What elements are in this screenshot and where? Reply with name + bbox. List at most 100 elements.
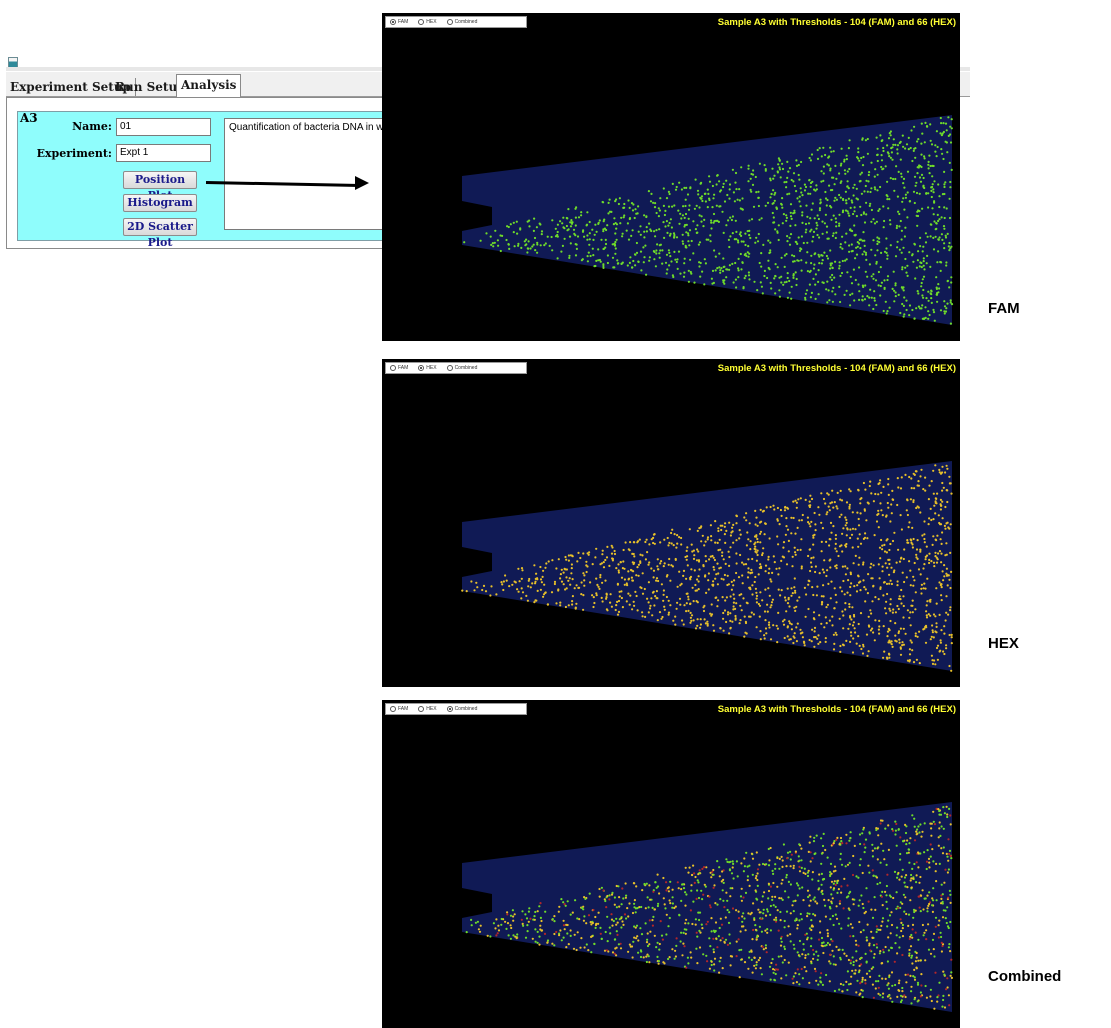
droplet: [915, 830, 918, 833]
droplet: [755, 597, 758, 600]
droplet: [915, 881, 918, 884]
radio-fam[interactable]: FAM: [390, 706, 408, 712]
droplet: [947, 838, 950, 841]
droplet: [943, 227, 946, 230]
droplet: [853, 183, 856, 186]
description-field[interactable]: Quantification of bacteria DNA in w: [224, 118, 384, 230]
droplet: [661, 249, 664, 252]
droplet: [904, 995, 907, 999]
droplet: [786, 625, 789, 628]
droplet: [774, 263, 777, 266]
droplet: [599, 926, 602, 929]
radio-fam[interactable]: FAM: [390, 365, 408, 371]
droplet: [840, 271, 844, 275]
droplet: [810, 565, 813, 568]
droplet: [600, 238, 603, 241]
radio-fam[interactable]: FAM: [390, 19, 408, 25]
droplet: [536, 251, 539, 254]
droplet: [839, 274, 842, 277]
radio-hex[interactable]: HEX: [418, 365, 437, 371]
droplet: [779, 508, 782, 512]
droplet: [915, 266, 919, 269]
droplet: [927, 290, 930, 293]
droplet: [919, 852, 922, 855]
droplet: [807, 579, 810, 582]
droplet: [716, 267, 719, 270]
droplet: [800, 160, 803, 164]
plot-mode-selector: FAM HEX Combined: [385, 16, 527, 28]
droplet: [894, 634, 897, 637]
radio-hex[interactable]: HEX: [418, 19, 437, 25]
droplet: [687, 962, 690, 965]
droplet: [497, 244, 500, 247]
droplet: [621, 920, 624, 923]
scatter-plot-button[interactable]: 2D Scatter Plot: [123, 218, 197, 249]
droplet: [591, 563, 594, 566]
droplet: [789, 224, 792, 227]
droplet: [685, 918, 688, 921]
droplet: [858, 969, 861, 972]
radio-dot-icon: [390, 19, 396, 25]
droplet: [818, 236, 821, 239]
droplet: [705, 238, 708, 241]
droplet: [588, 892, 591, 895]
droplet: [909, 584, 912, 587]
droplet: [813, 836, 816, 839]
radio-combined[interactable]: Combined: [446, 19, 477, 25]
droplet: [666, 536, 669, 540]
droplet: [829, 276, 832, 279]
droplet: [893, 960, 896, 963]
tab-experiment-setup[interactable]: Experiment Setup: [6, 78, 136, 96]
name-field[interactable]: [116, 118, 211, 136]
droplet: [817, 217, 820, 221]
radio-combined[interactable]: Combined: [446, 706, 477, 712]
droplet: [781, 878, 784, 882]
droplet: [898, 248, 902, 251]
droplet: [937, 808, 940, 811]
droplet: [902, 182, 905, 185]
droplet: [874, 908, 877, 911]
droplet: [903, 580, 906, 584]
droplet: [679, 940, 682, 943]
droplet: [896, 580, 899, 583]
position-plot-button[interactable]: Position Plot: [123, 171, 197, 202]
droplet: [849, 304, 852, 307]
droplet: [821, 878, 825, 881]
droplet: [820, 180, 823, 183]
droplet: [743, 917, 746, 920]
droplet: [675, 944, 678, 947]
droplet: [819, 641, 822, 644]
radio-hex[interactable]: HEX: [418, 706, 437, 712]
droplet: [680, 217, 683, 220]
droplet: [864, 979, 867, 982]
droplet: [539, 916, 542, 919]
droplet: [834, 913, 837, 916]
droplet: [665, 889, 668, 892]
tab-analysis[interactable]: Analysis: [176, 74, 242, 97]
droplet: [605, 608, 608, 611]
droplet: [658, 256, 661, 259]
experiment-field[interactable]: [116, 144, 211, 162]
droplet: [753, 280, 756, 283]
droplet: [781, 162, 784, 165]
droplet: [502, 580, 505, 583]
radio-combined[interactable]: Combined: [446, 365, 477, 371]
radio-dot-icon: [418, 365, 425, 371]
droplet: [801, 953, 804, 956]
droplet: [750, 190, 753, 193]
droplet: [924, 587, 927, 590]
droplet: [922, 587, 925, 590]
histogram-button[interactable]: Histogram: [123, 194, 197, 212]
droplet: [886, 310, 889, 313]
droplet: [911, 867, 914, 870]
droplet: [948, 249, 951, 252]
droplet: [508, 247, 511, 250]
droplet: [786, 587, 789, 590]
droplet: [767, 572, 770, 575]
droplet: [880, 139, 883, 143]
droplet: [707, 588, 710, 591]
droplet: [697, 559, 701, 562]
droplet: [872, 277, 875, 280]
droplet: [748, 522, 751, 525]
droplet: [773, 978, 776, 981]
